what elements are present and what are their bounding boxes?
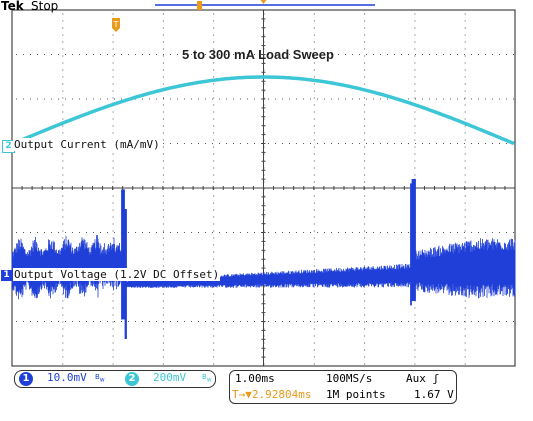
ch1-scale: 10.0mV — [47, 371, 87, 384]
waveform-annotation-title: 5 to 300 mA Load Sweep — [182, 47, 334, 62]
sample-rate: 100MS/s — [326, 372, 373, 385]
record-length: 1M points — [326, 388, 386, 401]
brand-logo: Tek — [1, 0, 24, 13]
graticule-grid — [16, 13, 514, 365]
ch2-current-waveform — [11, 75, 515, 146]
ch1-indicator[interactable]: 1 — [19, 372, 33, 386]
acquisition-status: Stop — [31, 0, 59, 13]
ch1-waveform-label: Output Voltage (1.2V DC Offset) — [13, 268, 221, 281]
trigger-source: Aux ʃ — [406, 372, 440, 385]
graticule-border — [11, 9, 516, 367]
ch2-waveform-label: Output Current (mA/mV) — [13, 138, 161, 151]
timebase-readout[interactable]: 1.00ms 100MS/s Aux ʃ T→▼2.92804ms 1M poi… — [229, 370, 457, 404]
trigger-level: 1.67 V — [414, 388, 454, 401]
ch2-indicator[interactable]: 2 — [125, 372, 139, 386]
bandwidth-limit-icon: Bw — [95, 373, 105, 384]
trigger-position-in-record — [197, 1, 202, 10]
status-bar: 1 10.0mV Bw 2 200mV Bw 1.00ms 100MS/s Au… — [0, 368, 533, 421]
ch1-ground-marker[interactable]: 1 — [1, 270, 12, 281]
ch2-scale: 200mV — [153, 371, 187, 384]
trigger-marker-glyph: T — [113, 20, 119, 29]
expansion-point-marker — [260, 0, 267, 4]
trigger-position-marker — [112, 18, 120, 32]
ch2-ground-marker[interactable]: 2 — [2, 140, 15, 153]
channel-scale-readout[interactable]: 1 10.0mV Bw 2 200mV Bw — [14, 370, 216, 388]
bandwidth-limit-icon: Bw — [202, 373, 212, 384]
trigger-delay: T→▼2.92804ms — [232, 388, 312, 401]
time-per-division: 1.00ms — [235, 372, 275, 385]
